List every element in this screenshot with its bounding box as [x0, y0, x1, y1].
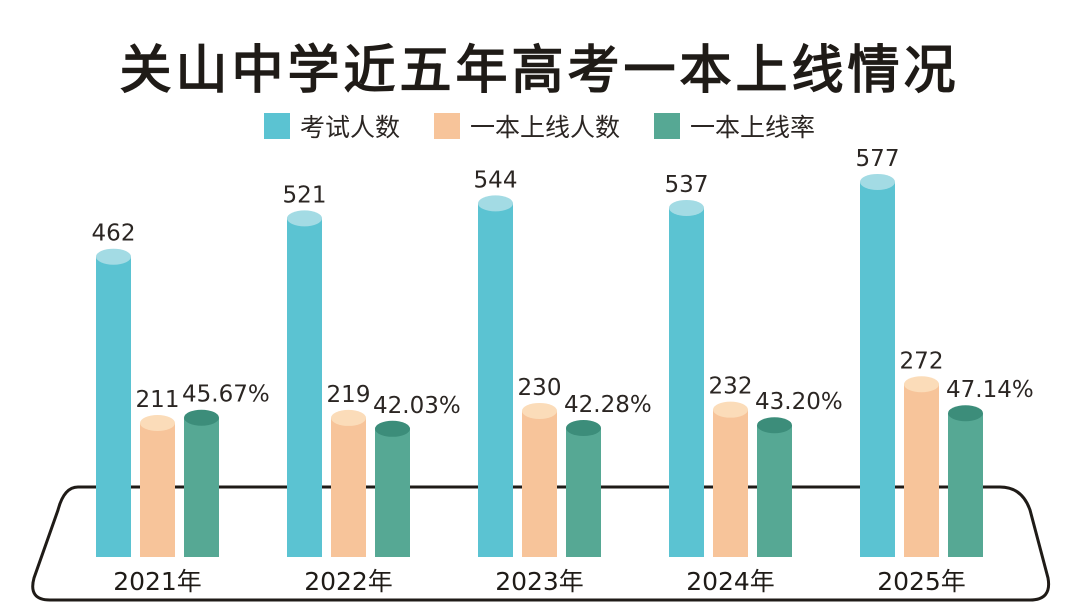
- bar-body: [757, 425, 792, 557]
- legend-label-tier1-count: 一本上线人数: [469, 113, 620, 142]
- value-label-exam-takers-3: 544: [474, 167, 518, 193]
- legend-item-tier1-rate: 一本上线率: [654, 108, 815, 144]
- value-label-exam-takers-2: 521: [283, 182, 327, 208]
- bar-exam-takers-5: [860, 173, 895, 557]
- bar-body: [669, 207, 704, 557]
- category-label-4: 2024年: [686, 567, 775, 596]
- legend-swatch-tier1-count: [433, 113, 460, 139]
- value-label-exam-takers-5: 577: [856, 146, 900, 172]
- category-label-5: 2025年: [877, 567, 966, 596]
- bar-top-cap: [478, 195, 513, 212]
- bar-body: [904, 384, 939, 557]
- bar-top-cap: [860, 173, 895, 190]
- bar-tier1-count-2: [331, 409, 366, 557]
- bar-exam-takers-4: [669, 199, 704, 557]
- bar-top-cap: [757, 417, 792, 434]
- legend-swatch-exam-takers: [263, 113, 290, 139]
- bar-top-cap: [904, 376, 939, 393]
- bar-top-cap: [96, 248, 131, 265]
- category-label-1: 2021年: [113, 567, 202, 596]
- bar-tier1-rate-5: [948, 405, 983, 557]
- legend: 考试人数 一本上线人数 一本上线率: [0, 108, 1079, 144]
- value-label-exam-takers-1: 462: [92, 221, 136, 247]
- bar-body: [713, 409, 748, 557]
- bar-tier1-count-1: [140, 415, 175, 557]
- bar-tier1-rate-3: [566, 420, 601, 557]
- value-label-tier1-count-4: 232: [709, 374, 753, 400]
- value-label-tier1-rate-4: 43.20%: [755, 389, 843, 415]
- bar-body: [331, 417, 366, 557]
- bar-exam-takers-1: [96, 248, 131, 557]
- category-label-3: 2023年: [495, 567, 584, 596]
- bar-top-cap: [331, 409, 366, 426]
- bar-body: [522, 410, 557, 557]
- bar-body: [184, 417, 219, 557]
- chart-base-outline: [31, 485, 1051, 602]
- bar-top-cap: [713, 401, 748, 418]
- bar-body: [860, 181, 895, 557]
- bar-tier1-rate-1: [184, 409, 219, 557]
- bar-top-cap: [566, 420, 601, 437]
- bar-body: [478, 203, 513, 557]
- bar-top-cap: [184, 409, 219, 426]
- bar-top-cap: [669, 199, 704, 216]
- bar-top-cap: [522, 402, 557, 419]
- category-label-2: 2022年: [304, 567, 393, 596]
- legend-swatch-tier1-rate: [654, 113, 680, 139]
- bar-top-cap: [948, 405, 983, 422]
- bar-exam-takers-3: [478, 195, 513, 557]
- legend-item-tier1-count: 一本上线人数: [433, 108, 620, 144]
- value-label-exam-takers-4: 537: [665, 172, 709, 198]
- value-label-tier1-rate-3: 42.28%: [564, 392, 652, 418]
- bar-top-cap: [287, 210, 322, 227]
- value-label-tier1-rate-2: 42.03%: [373, 393, 461, 419]
- bar-body: [375, 428, 410, 557]
- bar-tier1-count-4: [713, 401, 748, 557]
- value-label-tier1-rate-5: 47.14%: [946, 377, 1034, 403]
- bar-top-cap: [375, 420, 410, 437]
- legend-label-tier1-rate: 一本上线率: [690, 113, 816, 142]
- chart-title: 关山中学近五年高考一本上线情况: [119, 40, 960, 101]
- bar-body: [948, 413, 983, 557]
- legend-label-exam-takers: 考试人数: [299, 113, 400, 142]
- value-label-tier1-count-1: 211: [136, 387, 180, 413]
- bar-top-cap: [140, 415, 175, 432]
- value-label-tier1-count-3: 230: [518, 375, 562, 401]
- bar-body: [287, 218, 322, 557]
- value-label-tier1-count-5: 272: [900, 348, 944, 374]
- bar-body: [140, 423, 175, 557]
- legend-item-exam-takers: 考试人数: [263, 108, 400, 144]
- bar-body: [96, 256, 131, 557]
- bar-tier1-rate-2: [375, 420, 410, 557]
- value-label-tier1-count-2: 219: [327, 382, 371, 408]
- value-label-tier1-rate-1: 45.67%: [182, 382, 270, 408]
- bar-tier1-rate-4: [757, 417, 792, 557]
- bar-tier1-count-3: [522, 402, 557, 557]
- bar-exam-takers-2: [287, 210, 322, 557]
- bar-body: [566, 428, 601, 557]
- bar-tier1-count-5: [904, 376, 939, 557]
